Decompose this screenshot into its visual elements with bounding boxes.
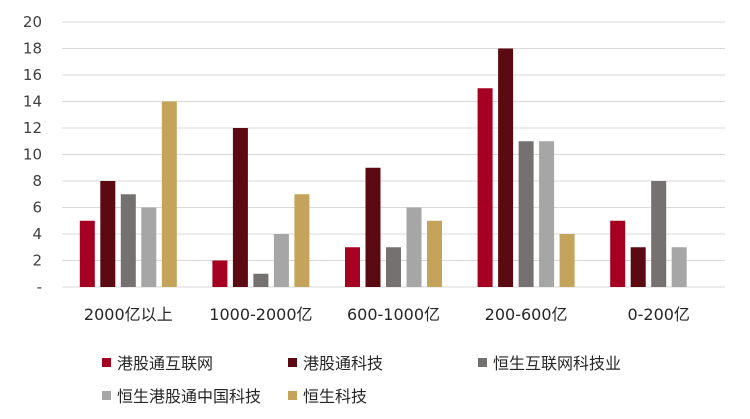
legend-swatch <box>288 390 297 400</box>
bar <box>651 181 667 287</box>
y-tick-label: 20 <box>23 13 42 31</box>
legend-label: 港股通科技 <box>303 354 384 373</box>
bar <box>539 141 555 287</box>
y-tick-label: 12 <box>23 119 42 137</box>
bar <box>273 234 289 287</box>
legend-swatch <box>102 357 111 367</box>
y-tick-label: 14 <box>23 93 42 111</box>
y-tick-label: 10 <box>23 146 42 164</box>
legend-label: 港股通互联网 <box>117 354 214 373</box>
bar <box>120 194 136 287</box>
bar <box>294 194 310 287</box>
bar <box>141 207 157 287</box>
legend-label: 恒生港股通中国科技 <box>117 387 262 406</box>
bar <box>386 247 401 287</box>
bar <box>365 167 381 287</box>
x-category-label: 600-1000亿 <box>347 305 440 324</box>
y-tick-label: 2 <box>32 252 42 270</box>
y-tick-label: - <box>37 278 42 296</box>
bar <box>610 220 626 287</box>
bar <box>518 141 534 287</box>
bar <box>100 181 116 287</box>
x-category-label: 0-200亿 <box>627 305 690 324</box>
legend-swatch <box>288 357 297 367</box>
bar <box>232 128 248 287</box>
legend-item: 恒生港股通中国科技 <box>102 383 261 407</box>
bar <box>345 247 360 287</box>
y-tick-label: 8 <box>32 172 42 190</box>
bar <box>161 101 177 287</box>
bar <box>630 247 646 287</box>
bar-chart: - 2 4 6 8 10 12 14 16 18 20 2000亿以上 1000-2000亿 600-1… <box>23 13 725 324</box>
legend: 港股通互联网 港股通科技 恒生互联网科技业恒生港股通中国科技 恒生科技 <box>0 345 750 415</box>
bar <box>212 260 228 287</box>
x-category-label: 200-600亿 <box>485 305 568 324</box>
legend-swatch <box>478 357 487 367</box>
bars <box>79 48 687 287</box>
x-category-label: 2000亿以上 <box>84 305 173 324</box>
legend-label: 恒生互联网科技业 <box>493 354 622 373</box>
x-category-label: 1000-2000亿 <box>209 305 312 324</box>
legend-swatch <box>102 390 111 400</box>
bar <box>406 207 422 287</box>
y-tick-label: 18 <box>23 40 42 58</box>
y-axis-ticks: - 2 4 6 8 10 12 14 16 18 20 <box>23 13 42 296</box>
y-tick-label: 4 <box>32 225 42 243</box>
legend-item: 港股通科技 <box>288 350 383 374</box>
bar <box>79 220 95 287</box>
x-axis-labels: 2000亿以上 1000-2000亿 600-1000亿 200-600亿 0-200亿 <box>84 305 690 324</box>
bar <box>253 273 269 287</box>
bar <box>477 88 493 287</box>
y-tick-label: 6 <box>32 199 42 217</box>
legend-label: 恒生科技 <box>303 387 368 406</box>
bar <box>427 220 442 287</box>
bar <box>498 48 514 287</box>
legend-item: 港股通互联网 <box>102 350 213 374</box>
bar <box>671 247 687 287</box>
y-tick-label: 16 <box>23 66 42 84</box>
bar <box>559 234 575 287</box>
legend-item: 恒生互联网科技业 <box>478 350 621 374</box>
legend-item: 恒生科技 <box>288 383 367 407</box>
